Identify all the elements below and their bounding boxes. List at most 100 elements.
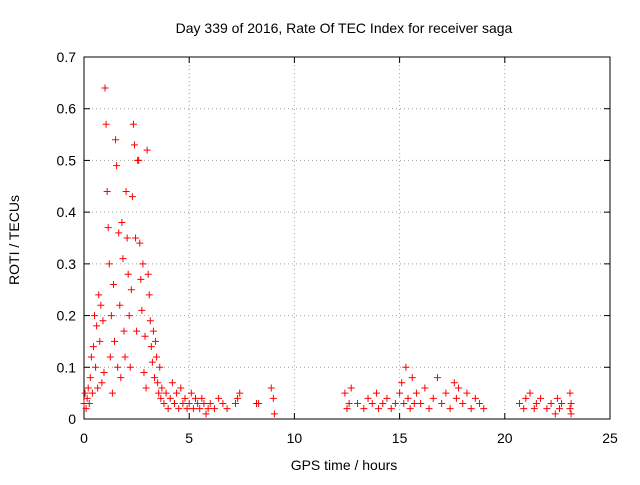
- data-point: [154, 379, 162, 387]
- data-point: [126, 363, 134, 371]
- data-point: [116, 301, 124, 309]
- data-point: [104, 224, 112, 232]
- data-point: [547, 399, 555, 407]
- data-point: [196, 405, 204, 413]
- data-point: [391, 399, 399, 407]
- data-point: [368, 399, 376, 407]
- data-point: [175, 405, 183, 413]
- data-point: [354, 399, 362, 407]
- data-point: [450, 379, 458, 387]
- data-point: [543, 405, 551, 413]
- plot-frame: [83, 56, 611, 420]
- data-point: [200, 399, 208, 407]
- data-point: [400, 399, 408, 407]
- data-point: [185, 399, 193, 407]
- data-point: [147, 343, 155, 351]
- data-point: [379, 399, 387, 407]
- data-point: [142, 384, 150, 392]
- data-point: [89, 343, 97, 351]
- data-point: [558, 399, 566, 407]
- data-point: [152, 337, 160, 345]
- data-point: [118, 218, 126, 226]
- data-point: [530, 405, 538, 413]
- grid: [84, 57, 610, 419]
- data-point: [476, 399, 484, 407]
- data-point: [537, 394, 545, 402]
- data-point: [157, 394, 165, 402]
- data-point: [532, 399, 540, 407]
- axis-ticks: 0 5 10 15 20 25 0 0.1 0.2 0.3 0.4 0.5 0.6 0.7: [57, 49, 618, 446]
- data-point: [210, 405, 218, 413]
- data-point: [406, 405, 414, 413]
- data-point: [471, 394, 479, 402]
- x-tick-label: 10: [287, 430, 303, 446]
- data-point: [408, 374, 416, 382]
- data-point: [164, 405, 172, 413]
- data-point: [153, 353, 161, 361]
- data-point: [410, 399, 418, 407]
- data-point: [364, 394, 372, 402]
- data-point: [139, 260, 147, 268]
- data-point: [194, 399, 202, 407]
- data-point: [347, 384, 355, 392]
- data-point: [148, 358, 156, 366]
- data-point: [96, 337, 104, 345]
- data-points: [80, 84, 575, 418]
- data-point: [189, 405, 197, 413]
- data-point: [452, 394, 460, 402]
- data-point: [97, 301, 105, 309]
- data-point: [412, 389, 420, 397]
- data-point: [202, 410, 210, 418]
- data-point: [236, 389, 244, 397]
- data-point: [149, 327, 157, 335]
- data-point: [108, 389, 116, 397]
- data-point: [128, 193, 136, 201]
- data-point: [170, 399, 178, 407]
- data-point: [459, 399, 467, 407]
- data-point: [133, 327, 141, 335]
- data-point: [179, 399, 187, 407]
- x-axis-label: GPS time / hours: [291, 457, 398, 473]
- data-point: [516, 399, 524, 407]
- data-point: [526, 389, 534, 397]
- data-point: [372, 389, 380, 397]
- x-tick-label: 25: [602, 430, 618, 446]
- data-point: [124, 270, 132, 278]
- data-point: [86, 374, 94, 382]
- data-point: [106, 353, 114, 361]
- data-point: [85, 399, 93, 407]
- data-point: [467, 405, 475, 413]
- data-point: [204, 405, 212, 413]
- data-point: [100, 368, 108, 376]
- data-point: [404, 394, 412, 402]
- data-point: [158, 384, 166, 392]
- data-point: [92, 363, 100, 371]
- x-tick-label: 5: [185, 430, 193, 446]
- data-point: [146, 317, 154, 325]
- data-point: [115, 229, 123, 237]
- x-tick-label: 20: [497, 430, 513, 446]
- data-point: [143, 146, 151, 154]
- data-point: [150, 374, 158, 382]
- data-point: [417, 399, 425, 407]
- data-point: [102, 120, 110, 128]
- x-tick-label: 0: [80, 430, 88, 446]
- y-tick-label: 0.6: [57, 101, 77, 117]
- data-point: [463, 389, 471, 397]
- data-point: [360, 405, 368, 413]
- data-point: [556, 405, 564, 413]
- data-point: [138, 306, 146, 314]
- data-point: [91, 312, 99, 320]
- data-point: [402, 363, 410, 371]
- data-point: [81, 389, 89, 397]
- data-point: [270, 410, 278, 418]
- y-tick-label: 0.2: [57, 308, 77, 324]
- data-point: [113, 162, 121, 170]
- data-point: [112, 136, 120, 144]
- data-point: [129, 120, 137, 128]
- data-point: [255, 399, 263, 407]
- x-tick-label: 15: [392, 430, 408, 446]
- y-tick-label: 0.1: [57, 359, 77, 375]
- data-point: [177, 384, 185, 392]
